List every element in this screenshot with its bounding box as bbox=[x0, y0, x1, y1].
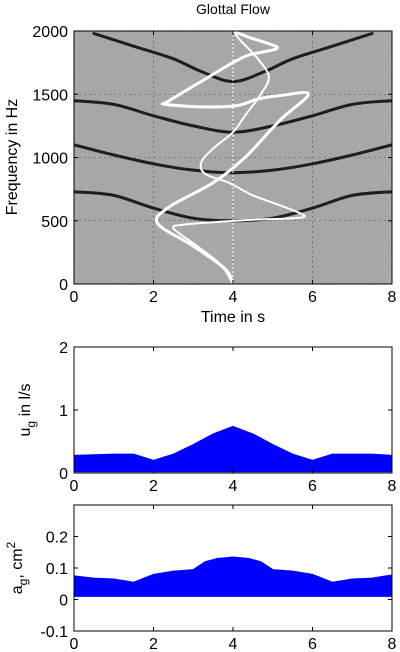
flow-xtick-label: 8 bbox=[388, 478, 397, 495]
area-xtick-label: 4 bbox=[229, 636, 238, 652]
spectrogram-xtick-label: 2 bbox=[149, 289, 158, 306]
flow-axes: 0 2 4 6 8 0 1 2 bbox=[59, 340, 396, 495]
flow-xtick-label: 4 bbox=[229, 478, 238, 495]
flow-xtick-label: 0 bbox=[70, 478, 79, 495]
flow-ytick-label: 1 bbox=[59, 403, 68, 420]
area-xtick-label: 0 bbox=[70, 636, 79, 652]
flow-ylabel: ug in l/s bbox=[17, 384, 38, 437]
spectrogram-title: Glottal Flow bbox=[196, 1, 271, 17]
spectrogram-xlabel: Time in s bbox=[201, 309, 265, 326]
spectrogram-xtick-label: 8 bbox=[388, 289, 397, 306]
spectrogram-ytick-label: 1000 bbox=[32, 151, 68, 168]
spectrogram-xtick-label: 4 bbox=[229, 289, 238, 306]
spectrogram-panel: Glottal Flow 0 2 4 6 8 0 500 1000 1500 2000 Time … bbox=[4, 1, 397, 326]
flow-ytick-label: 2 bbox=[59, 340, 68, 357]
flow-xtick-label: 2 bbox=[149, 478, 158, 495]
area-xtick-label: 6 bbox=[308, 636, 317, 652]
white-curve-1 bbox=[154, 31, 310, 284]
area-xtick-label: 8 bbox=[388, 636, 397, 652]
area-ylabel: ag, cm2 bbox=[4, 541, 30, 594]
area-axes: 0 2 4 6 8-0.100.10.2 bbox=[40, 505, 397, 652]
spectrogram-ytick-label: 1500 bbox=[32, 87, 68, 104]
area-area bbox=[73, 556, 393, 597]
spectrogram-xtick-label: 0 bbox=[70, 289, 79, 306]
area-ytick-label: 0.2 bbox=[46, 530, 68, 547]
spectrogram-white-curves bbox=[154, 31, 310, 284]
spectrogram-axes: 0 2 4 6 8 0 500 1000 1500 2000 bbox=[32, 24, 396, 306]
area-ytick-label: -0.1 bbox=[40, 624, 68, 641]
spectrogram-ylabel: Frequency in Hz bbox=[4, 99, 21, 216]
area-ytick-label: 0.1 bbox=[46, 561, 68, 578]
formant-track-4 bbox=[92, 32, 374, 84]
flow-panel: 0 2 4 6 8 0 1 2 ug in l/s bbox=[17, 340, 397, 495]
flow-xtick-label: 6 bbox=[308, 478, 317, 495]
area-xtick-label: 2 bbox=[149, 636, 158, 652]
white-curve-2 bbox=[172, 31, 306, 284]
spectrogram-xtick-label: 6 bbox=[308, 289, 317, 306]
area-panel: 0 2 4 6 8-0.100.10.2 ag, cm2 bbox=[4, 504, 397, 652]
area-ytick-label: 0 bbox=[59, 593, 68, 610]
flow-ytick-label: 0 bbox=[59, 466, 68, 483]
spectrogram-ytick-label: 500 bbox=[41, 214, 68, 231]
spectrogram-ytick-label: 0 bbox=[59, 277, 68, 294]
spectrogram-ytick-label: 2000 bbox=[32, 24, 68, 41]
